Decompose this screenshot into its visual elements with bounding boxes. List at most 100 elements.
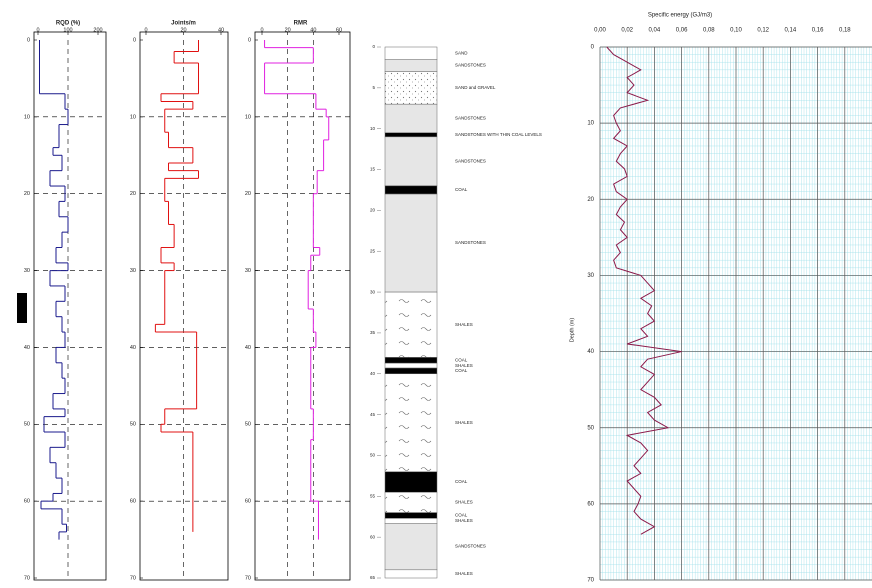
y-tick-label: 65 (370, 575, 376, 580)
y-tick-label: 55 (370, 493, 376, 498)
layer-label: SANDSTONES (455, 240, 486, 245)
y-tick-label: 40 (370, 371, 376, 376)
y-tick-label: 30 (370, 289, 376, 294)
chart-title: Specific energy (GJ/m3) (648, 13, 712, 19)
y-tick-label: 60 (130, 499, 136, 505)
layer (384, 518, 438, 524)
y-tick-label: 30 (245, 268, 251, 274)
y-tick-label: 20 (24, 191, 30, 197)
layer-label: COAL (455, 357, 468, 362)
panel-title: RQD (%) (56, 21, 80, 27)
y-tick-label: 50 (24, 422, 30, 428)
layer (384, 471, 438, 493)
y-tick-label: 60 (24, 499, 30, 505)
panel-frame (33, 31, 107, 581)
y-tick-label: 0 (372, 44, 375, 49)
y-tick-label: 10 (130, 114, 136, 120)
layer-label: SHALES (455, 518, 473, 523)
layer-label: COAL (455, 513, 468, 518)
layer-label: SHALES (455, 500, 473, 505)
energy-line (606, 46, 682, 535)
y-tick-label: 60 (587, 501, 594, 507)
x-tick-label: 0,12 (757, 28, 769, 34)
x-tick-label: 60 (336, 27, 342, 33)
y-tick-label: 50 (587, 425, 594, 431)
y-tick-label: 10 (587, 121, 594, 127)
layer (384, 523, 438, 571)
panel-title: Joints/m (171, 21, 196, 27)
x-tick-label: 0,14 (785, 28, 797, 34)
y-tick-label: 40 (130, 345, 136, 351)
layer (384, 367, 438, 375)
x-tick-label: 0,04 (649, 28, 661, 34)
layer-label: SANDSTONES (455, 544, 486, 549)
y-tick-label: 20 (587, 197, 594, 203)
x-tick-label: 0,00 (594, 28, 606, 34)
y-tick-label: 0 (27, 37, 30, 43)
y-tick-label: 20 (370, 208, 376, 213)
x-tick-label: 0,06 (676, 28, 688, 34)
y-tick-label: 40 (587, 349, 594, 355)
layer-label: SANDSTONES (455, 63, 486, 68)
y-tick-label: 40 (245, 345, 251, 351)
y-tick-label: 45 (370, 412, 376, 417)
x-tick-label: 20 (180, 27, 186, 33)
layer-label: COAL (455, 187, 468, 192)
layer-label: SANDSTONES (455, 116, 486, 121)
layer (384, 71, 438, 105)
y-tick-label: 70 (24, 575, 30, 581)
layer (384, 59, 438, 72)
layer-label: COAL (455, 368, 468, 373)
y-tick-label: 30 (587, 273, 594, 279)
x-tick-label: 40 (218, 27, 224, 33)
layer (384, 185, 438, 195)
layer (384, 136, 438, 187)
layer-label: SANDSTONES WITH THIN COAL LEVELS (455, 132, 542, 137)
panel-frame (139, 31, 229, 581)
layer-label: SHALES (455, 571, 473, 576)
y-tick-label: 30 (24, 268, 30, 274)
layer (384, 103, 438, 134)
y-tick-label: 0 (591, 45, 595, 51)
y-tick-label: 0 (133, 37, 136, 43)
y-tick-label: 20 (130, 191, 136, 197)
layer (384, 357, 438, 364)
layer (384, 512, 438, 519)
layer-label: SHALES (455, 420, 473, 425)
y-tick-label: 70 (130, 575, 136, 581)
x-tick-label: 0,08 (703, 28, 715, 34)
y-tick-label: 40 (24, 345, 30, 351)
y-tick-label: 20 (245, 191, 251, 197)
layer (384, 373, 438, 473)
x-tick-label: 200 (93, 27, 102, 33)
y-tick-label: 25 (370, 248, 376, 253)
y-tick-label: 60 (370, 534, 376, 539)
y-axis-label: Depth (m) (569, 318, 575, 343)
x-tick-label: 0,10 (730, 28, 742, 34)
y-tick-label: 10 (370, 126, 376, 131)
redaction (17, 293, 27, 323)
layer (384, 362, 438, 369)
x-tick-label: 0,16 (812, 28, 824, 34)
x-tick-label: 0 (260, 27, 263, 33)
y-tick-label: 60 (245, 499, 251, 505)
layer (384, 46, 438, 60)
y-tick-label: 5 (372, 85, 375, 90)
y-tick-label: 30 (130, 268, 136, 274)
layer (384, 291, 438, 358)
layer (384, 132, 438, 138)
y-tick-label: 70 (587, 578, 594, 584)
x-tick-label: 0 (36, 27, 39, 33)
layer-label: SAND and GRAVEL (455, 85, 496, 90)
y-tick-label: 50 (370, 453, 376, 458)
layer (384, 491, 438, 513)
y-tick-label: 10 (245, 114, 251, 120)
layer-label: SANDSTONES (455, 159, 486, 164)
layer (384, 569, 438, 579)
panel-frame (254, 31, 351, 581)
layer (384, 193, 438, 293)
y-tick-label: 0 (248, 37, 251, 43)
x-tick-label: 40 (310, 27, 316, 33)
layer-label: SAND (455, 50, 468, 55)
